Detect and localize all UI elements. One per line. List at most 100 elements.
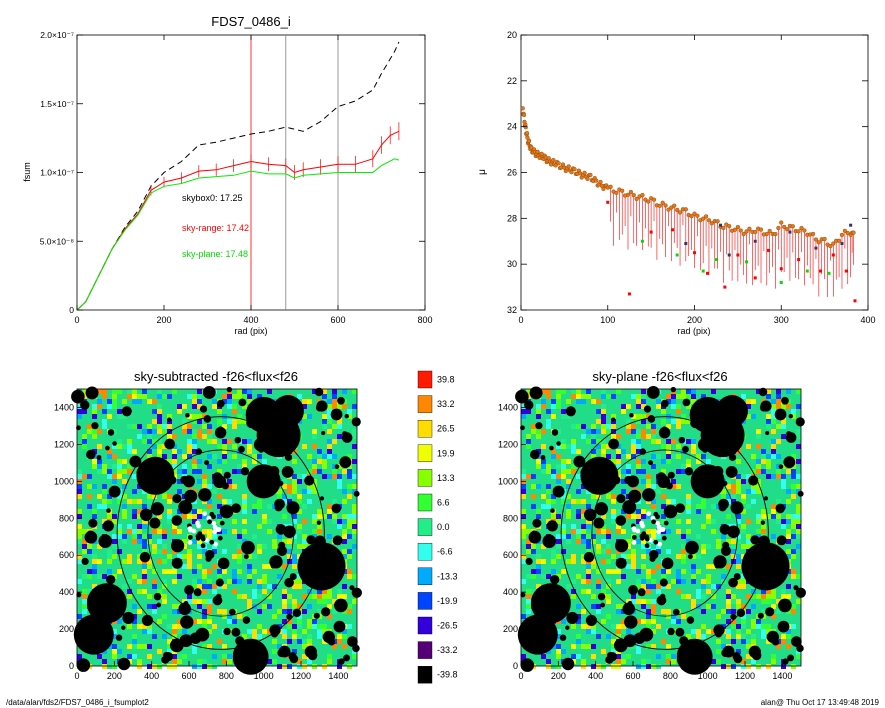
mask-small bbox=[637, 588, 646, 597]
pixel bbox=[636, 594, 641, 599]
pixel bbox=[671, 559, 676, 564]
mask-small bbox=[733, 654, 743, 664]
mask-large bbox=[73, 614, 114, 655]
pixel bbox=[287, 639, 292, 644]
pixel bbox=[671, 439, 676, 444]
pixel bbox=[197, 599, 202, 604]
y-tick-label: 32 bbox=[507, 305, 517, 315]
pixel bbox=[571, 424, 576, 429]
pixel bbox=[736, 599, 741, 604]
mask-small bbox=[624, 615, 638, 629]
pixel bbox=[167, 494, 172, 499]
pixel bbox=[541, 399, 546, 404]
pixel bbox=[122, 479, 127, 484]
pixel bbox=[601, 389, 606, 394]
pixel bbox=[701, 594, 706, 599]
pixel bbox=[701, 504, 706, 509]
pixel bbox=[791, 499, 796, 504]
pixel bbox=[302, 489, 307, 494]
pixel bbox=[691, 449, 696, 454]
pixel bbox=[192, 619, 197, 624]
pixel bbox=[77, 494, 82, 499]
pixel bbox=[267, 584, 272, 589]
mask-small bbox=[81, 557, 89, 566]
pixel bbox=[187, 594, 192, 599]
pixel bbox=[212, 444, 217, 449]
pixel bbox=[731, 489, 736, 494]
pixel bbox=[192, 514, 197, 519]
pixel bbox=[711, 594, 716, 599]
pixel bbox=[781, 639, 786, 644]
profile-point bbox=[598, 179, 603, 185]
pixel bbox=[576, 389, 581, 394]
pixel bbox=[192, 664, 197, 669]
pixel bbox=[97, 474, 102, 479]
core-speckle bbox=[656, 529, 661, 535]
pixel bbox=[586, 519, 591, 524]
pixel bbox=[122, 419, 127, 424]
pixel bbox=[352, 544, 357, 549]
pixel bbox=[556, 464, 561, 469]
pixel bbox=[626, 404, 631, 409]
pixel bbox=[676, 579, 681, 584]
pixel bbox=[591, 624, 596, 629]
pixel bbox=[162, 579, 167, 584]
pixel bbox=[521, 484, 526, 489]
pixel bbox=[786, 539, 791, 544]
core-speckle bbox=[651, 519, 656, 525]
scatter-point-3 bbox=[814, 246, 818, 250]
pixel bbox=[327, 599, 332, 604]
pixel bbox=[157, 649, 162, 654]
pixel bbox=[132, 534, 137, 539]
pixel bbox=[117, 469, 122, 474]
pixel bbox=[137, 539, 142, 544]
pixel bbox=[636, 514, 641, 519]
pixel bbox=[187, 394, 192, 399]
pixel bbox=[521, 614, 526, 619]
pixel bbox=[661, 519, 666, 524]
pixel bbox=[287, 619, 292, 624]
mask-small bbox=[546, 520, 558, 532]
pixel bbox=[726, 609, 731, 614]
pixel bbox=[626, 544, 631, 549]
pixel bbox=[736, 649, 741, 654]
y-tick-label: 2.0×10⁻⁷ bbox=[40, 30, 74, 40]
mask-small bbox=[713, 555, 727, 569]
pixel bbox=[681, 589, 686, 594]
pixel bbox=[636, 419, 641, 424]
sky-plane-image: sky-plane -f26<flux<f26 0 200 400 600 800 100… bbox=[498, 369, 806, 681]
pixel bbox=[636, 644, 641, 649]
pixel bbox=[561, 389, 566, 394]
mask-small bbox=[675, 503, 685, 514]
pixel bbox=[761, 469, 766, 474]
y-tick-label: 28 bbox=[507, 213, 517, 223]
pixel bbox=[182, 409, 187, 414]
pixel bbox=[666, 614, 671, 619]
pixel bbox=[77, 554, 82, 559]
pixel bbox=[272, 639, 277, 644]
y-tick-label: 1.5×10⁻⁷ bbox=[40, 99, 74, 109]
pixel bbox=[337, 464, 342, 469]
pixel bbox=[731, 599, 736, 604]
pixel bbox=[92, 459, 97, 464]
pixel bbox=[621, 509, 626, 514]
pixel bbox=[317, 454, 322, 459]
pixel bbox=[631, 644, 636, 649]
pixel bbox=[157, 429, 162, 434]
pixel bbox=[556, 519, 561, 524]
pixel bbox=[107, 404, 112, 409]
mask-small bbox=[199, 405, 208, 413]
pixel bbox=[117, 524, 122, 529]
pixel bbox=[247, 574, 252, 579]
pixel bbox=[711, 519, 716, 524]
pixel bbox=[631, 599, 636, 604]
pixel bbox=[601, 639, 606, 644]
pixel bbox=[132, 449, 137, 454]
pixel bbox=[122, 494, 127, 499]
pixel bbox=[631, 444, 636, 449]
pixel bbox=[651, 509, 656, 514]
pixel bbox=[97, 469, 102, 474]
pixel bbox=[531, 589, 536, 594]
pixel bbox=[681, 414, 686, 419]
pixel bbox=[122, 414, 127, 419]
